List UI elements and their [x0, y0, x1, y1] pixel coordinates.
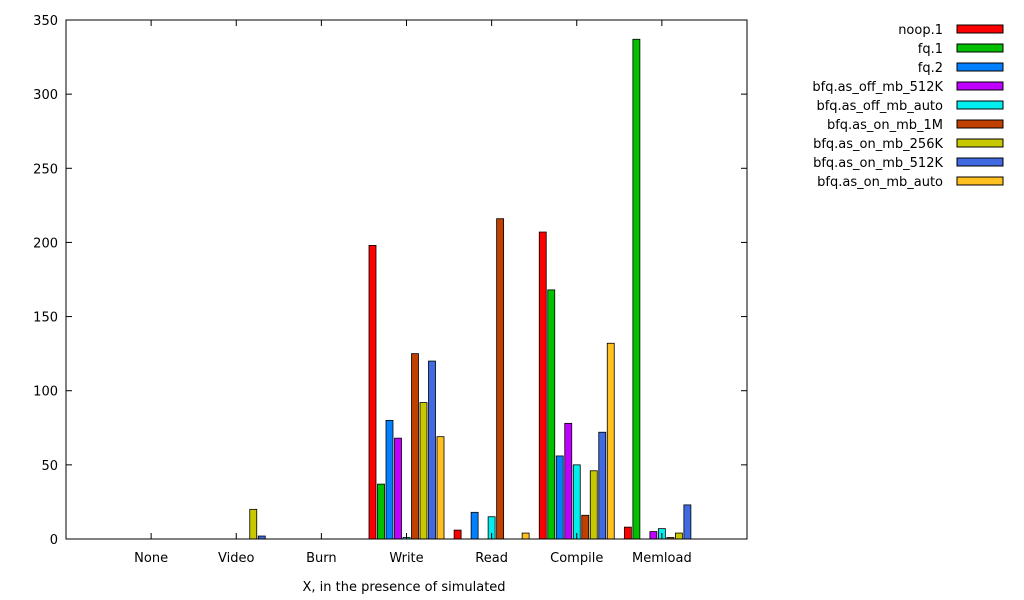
x-axis: None Video Burn Write Read Compile Memload	[134, 20, 692, 566]
legend-swatch	[956, 24, 1004, 34]
bar-fq.2-Write	[385, 419, 394, 540]
legend-swatch	[956, 100, 1004, 110]
bar-noop.1-Read	[453, 529, 462, 540]
x-tick-label: Write	[389, 551, 423, 566]
y-tick-label: 250	[33, 162, 58, 177]
x-tick-label: Memload	[632, 551, 692, 566]
legend-label: bfq.as_on_mb_1M	[827, 118, 943, 133]
bar-bfq.as_on_mb_512K-Compile	[598, 431, 607, 540]
bar-bfq.as_off_mb_auto-Compile	[572, 464, 581, 540]
y-tick-label: 50	[41, 459, 58, 474]
bar-noop.1-Compile	[538, 231, 547, 540]
legend-label: bfq.as_on_mb_512K	[813, 156, 943, 171]
bar-noop.1-Memload	[623, 526, 632, 540]
bar-fq.1-Write	[377, 483, 385, 540]
x-tick-label: Burn	[306, 551, 337, 566]
bars-layer	[249, 38, 692, 540]
y-tick-label: 100	[33, 385, 58, 400]
x-tick-label: Video	[218, 551, 254, 566]
bar-bfq.as_on_mb_auto-Read	[521, 532, 530, 540]
legend-label: fq.1	[918, 42, 943, 57]
legend-label: bfq.as_on_mb_256K	[813, 137, 943, 152]
legend-swatch	[956, 138, 1004, 148]
legend-label: bfq.as_on_mb_auto	[817, 175, 943, 190]
legend-swatch	[956, 62, 1004, 72]
bar-bfq.as_on_mb_256K-Memload	[674, 532, 683, 540]
bar-bfq.as_on_mb_1M-Write	[411, 353, 419, 540]
bar-bfq.as_on_mb_256K-Compile	[589, 470, 598, 540]
legend-label: fq.2	[918, 61, 943, 76]
bar-noop.1-Write	[368, 244, 377, 540]
bar-fq.2-Compile	[555, 455, 564, 540]
y-tick-label: 300	[33, 88, 58, 103]
bar-bfq.as_on_mb_auto-Write	[436, 436, 445, 540]
x-tick-label: None	[134, 551, 168, 566]
x-tick-label: Compile	[550, 551, 603, 566]
y-tick-label: 0	[50, 533, 58, 548]
legend-swatch	[956, 43, 1004, 53]
legend-swatch	[956, 157, 1004, 167]
bar-bfq.as_on_mb_512K-Write	[428, 360, 436, 540]
bar-bfq.as_off_mb_512K-Write	[394, 437, 402, 540]
legend-swatch	[956, 119, 1004, 129]
bar-bfq.as_on_mb_auto-Compile	[606, 342, 615, 540]
bar-bfq.as_off_mb_512K-Compile	[564, 422, 573, 540]
bar-bfq.as_on_mb_256K-Video	[249, 508, 258, 540]
bar-fq.2-Read	[470, 511, 479, 540]
y-tick-label: 350	[33, 14, 58, 29]
plot-frame	[65, 19, 748, 540]
legend-label: bfq.as_off_mb_512K	[812, 80, 943, 95]
legend-label: noop.1	[898, 23, 943, 38]
bar-bfq.as_on_mb_1M-Read	[496, 218, 505, 540]
bar-fq.1-Compile	[547, 289, 556, 540]
bar-bfq.as_on_mb_512K-Memload	[683, 504, 692, 540]
x-axis-label: X, in the presence of simulated	[302, 580, 505, 595]
y-tick-label: 150	[33, 311, 58, 326]
bar-bfq.as_on_mb_1M-Compile	[581, 514, 590, 540]
legend-swatch	[956, 176, 1004, 186]
legend-label: bfq.as_off_mb_auto	[816, 99, 943, 114]
legend-swatch	[956, 81, 1004, 91]
bar-bfq.as_off_mb_512K-Memload	[649, 531, 658, 540]
legend: noop.1 fq.1 fq.2 bfq.as_off_mb_512K bfq.as_o…	[812, 23, 1004, 190]
bar-fq.1-Memload	[632, 38, 641, 540]
y-axis: 0 50 100 150 200 250 300 350	[33, 14, 747, 548]
bar-bfq.as_on_mb_256K-Write	[419, 402, 428, 540]
x-tick-label: Read	[475, 551, 508, 566]
y-tick-label: 200	[33, 236, 58, 251]
